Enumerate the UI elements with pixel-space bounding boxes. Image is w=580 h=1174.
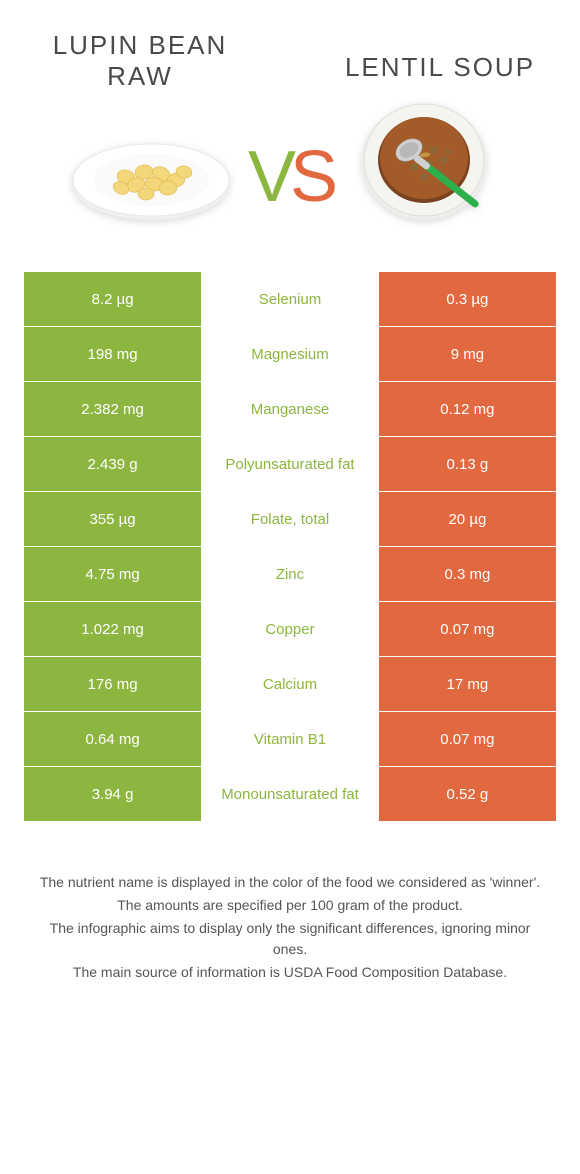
right-value: 0.13 g xyxy=(379,437,556,492)
footer-notes: The nutrient name is displayed in the co… xyxy=(0,822,580,983)
right-value: 0.3 µg xyxy=(379,272,556,327)
table-row: 2.439 gPolyunsaturated fat0.13 g xyxy=(24,437,556,492)
table-row: 0.64 mgVitamin B10.07 mg xyxy=(24,712,556,767)
table-row: 176 mgCalcium17 mg xyxy=(24,657,556,712)
table-row: 198 mgMagnesium9 mg xyxy=(24,327,556,382)
left-value: 0.64 mg xyxy=(24,712,201,767)
table-row: 3.94 gMonounsaturated fat0.52 g xyxy=(24,767,556,822)
left-value: 176 mg xyxy=(24,657,201,712)
right-value: 0.12 mg xyxy=(379,382,556,437)
left-value: 1.022 mg xyxy=(24,602,201,657)
right-value: 0.52 g xyxy=(379,767,556,822)
nutrient-name: Magnesium xyxy=(201,327,379,382)
nutrient-name: Calcium xyxy=(201,657,379,712)
table-row: 2.382 mgManganese0.12 mg xyxy=(24,382,556,437)
right-value: 9 mg xyxy=(379,327,556,382)
left-value: 2.439 g xyxy=(24,437,201,492)
nutrient-name: Monounsaturated fat xyxy=(201,767,379,822)
nutrient-table: 8.2 µgSelenium0.3 µg198 mgMagnesium9 mg2… xyxy=(24,272,556,822)
vs-v: V xyxy=(248,136,290,218)
footer-line4: The main source of information is USDA F… xyxy=(36,962,544,983)
infographic-container: LUPIN BEAN RAW LENTIL SOUP xyxy=(0,0,580,983)
table-row: 8.2 µgSelenium0.3 µg xyxy=(24,272,556,327)
left-food-title: LUPIN BEAN RAW xyxy=(40,30,240,92)
vs-label: VS xyxy=(248,136,332,218)
nutrient-name: Manganese xyxy=(201,382,379,437)
table-row: 1.022 mgCopper0.07 mg xyxy=(24,602,556,657)
footer-line2: The amounts are specified per 100 gram o… xyxy=(36,895,544,916)
nutrient-name: Folate, total xyxy=(201,492,379,547)
vs-s: S xyxy=(290,136,332,218)
right-value: 20 µg xyxy=(379,492,556,547)
left-value: 3.94 g xyxy=(24,767,201,822)
left-value: 8.2 µg xyxy=(24,272,201,327)
nutrient-name: Vitamin B1 xyxy=(201,712,379,767)
right-value: 0.3 mg xyxy=(379,547,556,602)
images-row: VS xyxy=(0,102,580,272)
header: LUPIN BEAN RAW LENTIL SOUP xyxy=(0,0,580,102)
left-title-line1: LUPIN BEAN xyxy=(53,30,228,60)
nutrient-name: Copper xyxy=(201,602,379,657)
footer-line3: The infographic aims to display only the… xyxy=(36,918,544,960)
table-row: 355 µgFolate, total20 µg xyxy=(24,492,556,547)
right-value: 0.07 mg xyxy=(379,602,556,657)
left-value: 198 mg xyxy=(24,327,201,382)
nutrient-name: Zinc xyxy=(201,547,379,602)
lentil-soup-image xyxy=(344,112,514,242)
nutrient-name: Polyunsaturated fat xyxy=(201,437,379,492)
left-value: 2.382 mg xyxy=(24,382,201,437)
table-row: 4.75 mgZinc0.3 mg xyxy=(24,547,556,602)
left-title-line2: RAW xyxy=(107,61,173,91)
right-value: 17 mg xyxy=(379,657,556,712)
right-value: 0.07 mg xyxy=(379,712,556,767)
footer-line1: The nutrient name is displayed in the co… xyxy=(36,872,544,893)
left-value: 355 µg xyxy=(24,492,201,547)
lupin-bean-image xyxy=(66,112,236,242)
left-value: 4.75 mg xyxy=(24,547,201,602)
right-food-title: LENTIL SOUP xyxy=(340,30,540,83)
nutrient-name: Selenium xyxy=(201,272,379,327)
